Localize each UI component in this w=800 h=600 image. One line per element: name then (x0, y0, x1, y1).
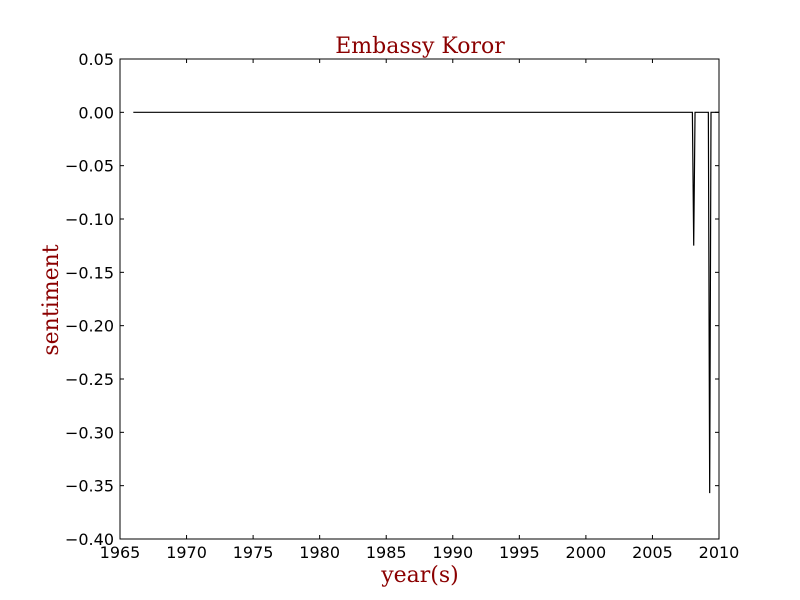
series-line-0 (133, 111, 719, 494)
x-tick-label: 1980 (299, 543, 340, 562)
y-tick-label: −0.15 (65, 263, 114, 282)
x-axis-label: year(s) (380, 563, 459, 588)
y-tick-label: 0.05 (78, 50, 114, 69)
x-tick-label: 2000 (566, 543, 607, 562)
chart-title: Embassy Koror (335, 34, 505, 59)
x-tick-label: 1970 (166, 543, 207, 562)
y-tick-label: −0.20 (65, 317, 114, 336)
x-tick-label: 2005 (632, 543, 673, 562)
plot-frame (119, 58, 720, 540)
y-tick-label: −0.40 (65, 530, 114, 549)
y-tick-label: −0.30 (65, 423, 114, 442)
x-tick-label: 1990 (432, 543, 473, 562)
x-tick-label: 1965 (100, 543, 141, 562)
x-tick-label: 1975 (233, 543, 274, 562)
x-tick-label: 1985 (366, 543, 407, 562)
y-axis-label: sentiment (39, 244, 64, 355)
y-tick-label: −0.05 (65, 157, 114, 176)
y-tick-label: −0.25 (65, 370, 114, 389)
x-tick-label: 2010 (699, 543, 740, 562)
x-tick-label: 1995 (499, 543, 540, 562)
y-tick-label: −0.10 (65, 210, 114, 229)
y-tick-label: −0.35 (65, 477, 114, 496)
plot-area: 1965 1970 1975 1980 1985 1990 1995 2000 2005 2010… (65, 50, 739, 562)
y-tick-label: 0.00 (78, 103, 114, 122)
